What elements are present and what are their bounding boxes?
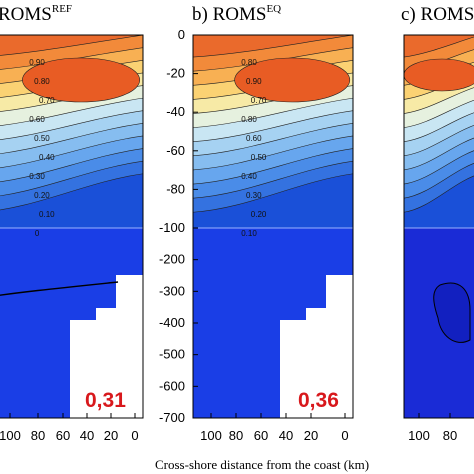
panel-a: 100 80 60 40 20 0 0.90 0.80 0.70 0.60 0.50 0.40 0.30… [0,34,144,443]
deep-anomaly-blob [433,282,471,343]
contour-label: 0.80 [34,77,50,86]
panel-a-title: ROMSREF [0,3,72,25]
contour-label: 0.70 [39,96,55,105]
contour-label: 0.60 [246,134,262,143]
panel-frame [0,34,144,419]
contour-label: 0.30 [29,172,45,181]
y-tick-label: -300 [159,283,185,298]
contour-label: 0.50 [34,134,50,143]
y-tick-label: -80 [166,181,185,196]
contour-label: 0 [35,229,40,238]
x-tick-label: 80 [229,428,243,443]
panel-b-title: b) ROMSEQ [192,3,281,25]
x-tick-label: 60 [56,428,70,443]
contour-label: 0.90 [246,77,262,86]
contour-label: 0.20 [251,210,267,219]
contour-label: 0.30 [246,191,262,200]
bathymetry-mask [70,275,143,418]
contour-label: 0.90 [29,58,45,67]
x-tick-label: 100 [0,428,21,443]
bathymetry-mask [280,275,353,418]
y-tick-label: 0 [178,27,185,42]
y-tick-label: -60 [166,143,185,158]
contour-label: 0.40 [39,153,55,162]
panel-c-title: c) ROMS [401,4,474,25]
warm-core [403,58,474,92]
contour-label: 0.10 [241,229,257,238]
contour-label: 0.40 [241,172,257,181]
panel-frame [192,34,354,419]
x-axis-label: Cross-shore distance from the coast (km) [155,457,369,472]
y-tick-label: -40 [166,104,185,119]
x-tick-label: 100 [408,428,430,443]
panel-c: 100 80 [403,34,474,443]
y-tick-label: -20 [166,66,185,81]
panel-b: 0 -20 -40 -60 -80 -100 -200 -300 -400 -500 -600 -70… [159,27,354,443]
x-tick-label: 80 [443,428,457,443]
contour-label: 0.50 [251,153,267,162]
contour-label: 0.80 [241,58,257,67]
contour-label: 0.60 [29,115,45,124]
panel-b-score: 0,36 [298,389,339,412]
x-tick-label: 20 [104,428,118,443]
panel-a-score: 0,31 [85,389,126,412]
y-tick-label: -700 [159,410,185,425]
contour-label: 0.70 [251,96,267,105]
zero-contour [0,281,119,296]
panel-frame [403,34,474,419]
x-tick-label: 20 [304,428,318,443]
x-tick-label: 60 [254,428,268,443]
x-tick-label: 100 [200,428,222,443]
y-tick-label: -100 [159,220,185,235]
y-tick-label: -200 [159,252,185,267]
contour-label: 0.80 [241,115,257,124]
x-tick-label: 40 [80,428,94,443]
x-tick-label: 0 [131,428,138,443]
x-tick-label: 0 [341,428,348,443]
y-tick-label: -500 [159,347,185,362]
y-tick-label: -600 [159,378,185,393]
contour-label: 0.10 [39,210,55,219]
x-tick-label: 40 [279,428,293,443]
contour-band [403,34,474,58]
contour-label: 0.20 [34,191,50,200]
y-tick-label: -400 [159,315,185,330]
warm-core [234,57,351,103]
warm-core [22,57,141,103]
x-tick-label: 80 [31,428,45,443]
